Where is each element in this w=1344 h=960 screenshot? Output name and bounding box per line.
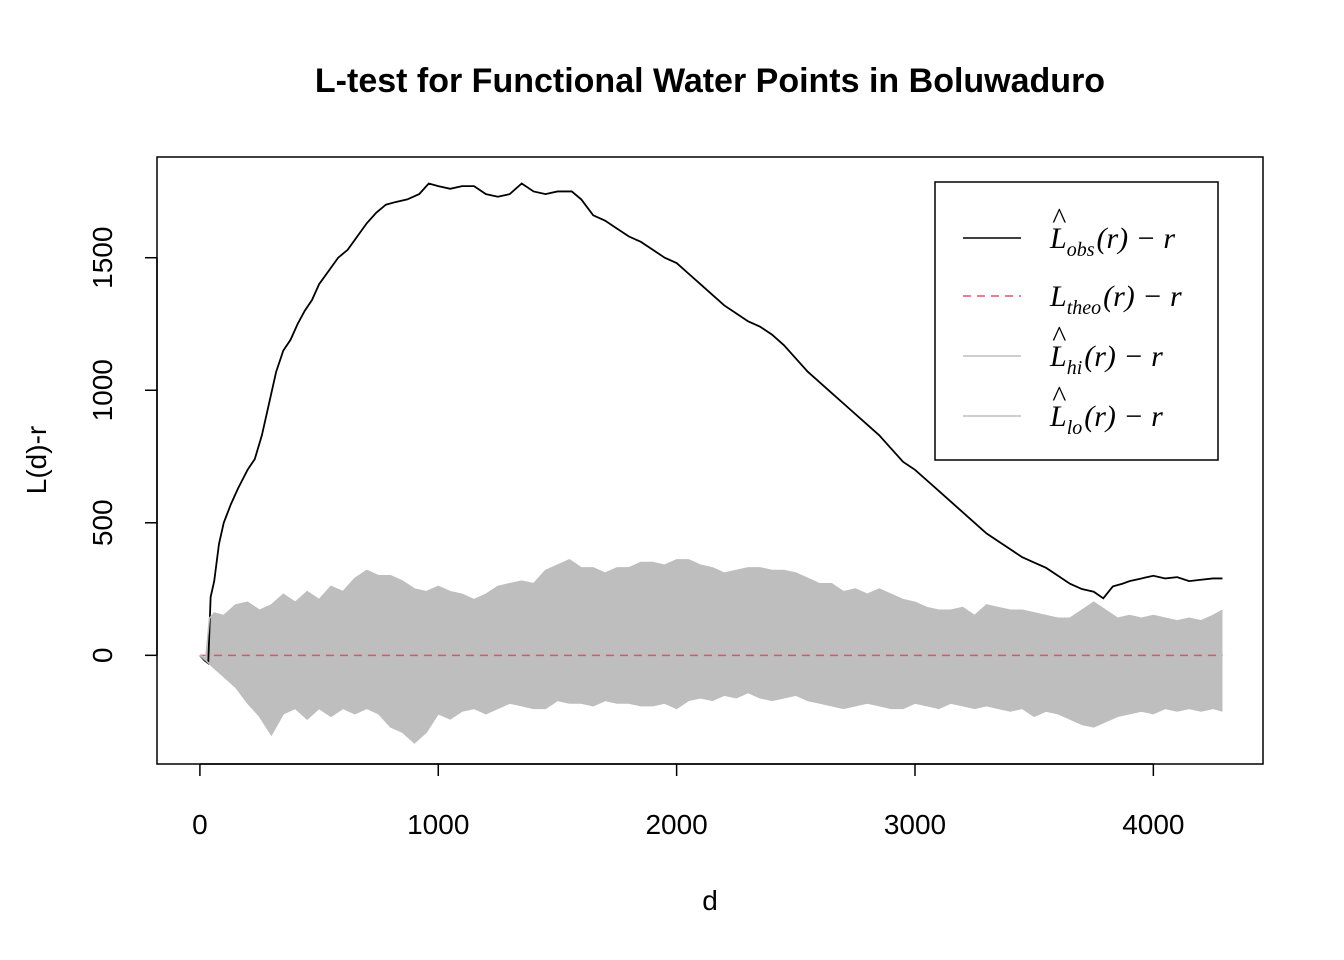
y-axis-label: L(d)-r bbox=[21, 426, 52, 494]
x-axis-label: d bbox=[702, 885, 718, 916]
series-line-obs bbox=[199, 182, 1223, 666]
chart-title: L-test for Functional Water Points in Bo… bbox=[315, 62, 1105, 100]
legend-label-lo: Llo(r) − r bbox=[1049, 400, 1163, 439]
x-tick-label: 1000 bbox=[407, 809, 469, 840]
y-tick-label: 0 bbox=[87, 648, 118, 664]
x-tick-label: 3000 bbox=[884, 809, 946, 840]
y-tick-label: 1000 bbox=[87, 359, 118, 421]
x-tick-label: 4000 bbox=[1122, 809, 1184, 840]
envelope-layer bbox=[199, 559, 1223, 743]
x-tick-label: 0 bbox=[192, 809, 208, 840]
y-axis: 0 500 1000 1500 bbox=[87, 227, 158, 664]
legend-label-theo: Ltheo(r) − r bbox=[1049, 280, 1182, 319]
legend-label-hi: Lhi(r) − r bbox=[1049, 340, 1163, 379]
series-layer bbox=[199, 182, 1223, 744]
x-tick-label: 2000 bbox=[645, 809, 707, 840]
series-line-lo bbox=[199, 654, 1223, 744]
legend-hat: ^ bbox=[1052, 380, 1067, 413]
legend-box bbox=[934, 181, 1219, 461]
envelope-band bbox=[199, 559, 1223, 743]
legend-hat: ^ bbox=[1052, 202, 1067, 235]
y-tick-label: 1500 bbox=[87, 227, 118, 289]
x-axis: 0 1000 2000 3000 4000 bbox=[192, 763, 1185, 840]
legend-label-obs: Lobs(r) − r bbox=[1049, 222, 1175, 261]
series-line-hi bbox=[199, 559, 1223, 660]
y-tick-label: 500 bbox=[87, 499, 118, 546]
legend-hat: ^ bbox=[1052, 320, 1067, 353]
